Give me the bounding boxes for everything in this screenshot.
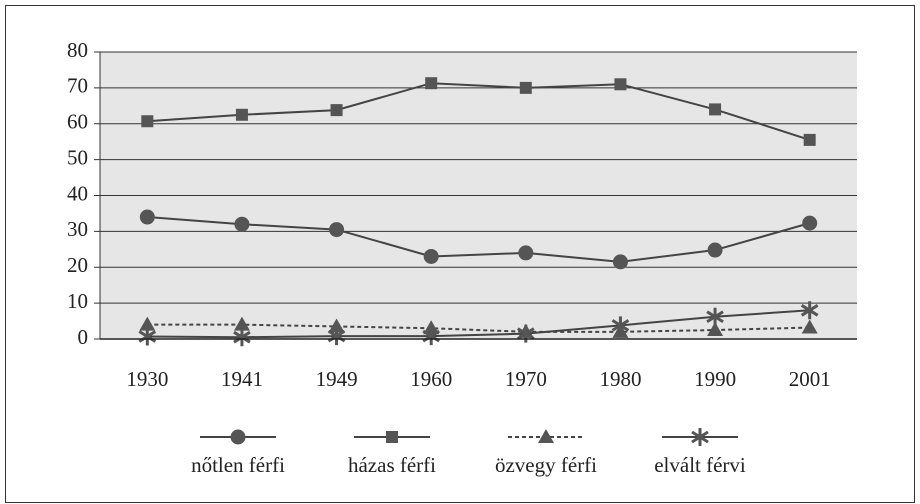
marker bbox=[518, 245, 534, 261]
marker bbox=[233, 328, 251, 347]
marker bbox=[141, 115, 154, 128]
legend-label: özvegy férfi bbox=[495, 453, 597, 477]
marker bbox=[611, 316, 630, 335]
marker-shape bbox=[139, 209, 155, 225]
x-tick-label: 1930 bbox=[126, 367, 168, 391]
x-tick-label: 1970 bbox=[505, 367, 547, 391]
marker-shape bbox=[234, 216, 250, 232]
marker-shape bbox=[800, 301, 819, 320]
marker-shape bbox=[519, 81, 532, 94]
x-tick-label: 1949 bbox=[316, 367, 358, 391]
marker bbox=[800, 301, 819, 320]
marker-shape bbox=[612, 254, 628, 270]
marker bbox=[233, 316, 250, 331]
marker bbox=[386, 431, 398, 443]
marker-shape bbox=[706, 307, 724, 326]
marker-shape bbox=[691, 428, 709, 446]
marker bbox=[329, 222, 345, 238]
y-tick-label: 60 bbox=[67, 110, 88, 134]
marker-shape bbox=[235, 108, 248, 121]
marker-shape bbox=[138, 327, 157, 346]
marker bbox=[138, 327, 157, 346]
series-line bbox=[147, 216, 810, 263]
marker-shape bbox=[425, 77, 438, 90]
marker bbox=[706, 307, 724, 326]
legend-label: nőtlen férfi bbox=[191, 453, 285, 477]
y-tick-label: 80 bbox=[67, 38, 88, 62]
marker bbox=[707, 322, 724, 337]
marker-shape bbox=[139, 316, 156, 331]
marker-shape bbox=[233, 316, 250, 331]
y-tick-label: 30 bbox=[67, 217, 88, 241]
marker-shape bbox=[802, 215, 818, 231]
marker-shape bbox=[328, 318, 345, 333]
marker bbox=[423, 248, 439, 264]
marker bbox=[803, 133, 816, 146]
marker-shape bbox=[329, 222, 345, 238]
marker bbox=[707, 242, 723, 258]
marker bbox=[330, 104, 343, 117]
series-line bbox=[147, 323, 810, 333]
marker-shape bbox=[803, 133, 816, 146]
y-tick-label: 40 bbox=[67, 181, 88, 205]
marker-shape bbox=[386, 431, 398, 443]
marker bbox=[235, 108, 248, 121]
y-tick-label: 20 bbox=[67, 253, 88, 277]
marker-shape bbox=[611, 316, 630, 335]
legend-label: házas férfi bbox=[348, 453, 436, 477]
y-tick-label: 50 bbox=[67, 145, 88, 169]
marker-shape bbox=[801, 319, 818, 334]
marker-shape bbox=[518, 245, 534, 261]
x-tick-label: 1980 bbox=[599, 367, 641, 391]
legend-label: elvált férvi bbox=[654, 453, 746, 477]
series-line bbox=[147, 82, 810, 141]
marker bbox=[230, 429, 246, 445]
y-tick-label: 0 bbox=[78, 325, 89, 349]
x-tick-label: 1960 bbox=[410, 367, 452, 391]
marker-shape bbox=[707, 242, 723, 258]
marker-shape bbox=[614, 78, 627, 91]
marker-shape bbox=[233, 328, 251, 347]
marker bbox=[425, 77, 438, 90]
marker bbox=[709, 103, 722, 116]
marker bbox=[519, 81, 532, 94]
y-tick-label: 70 bbox=[67, 74, 88, 98]
marker-shape bbox=[538, 429, 554, 443]
marker bbox=[691, 428, 709, 446]
marker bbox=[614, 78, 627, 91]
x-tick-label: 2001 bbox=[789, 367, 831, 391]
marker bbox=[612, 254, 628, 270]
marker-shape bbox=[423, 248, 439, 264]
marker bbox=[328, 318, 345, 333]
marker bbox=[139, 209, 155, 225]
marker-shape bbox=[230, 429, 246, 445]
marker-shape bbox=[707, 322, 724, 337]
marker bbox=[139, 316, 156, 331]
marker bbox=[801, 319, 818, 334]
marker bbox=[234, 216, 250, 232]
x-tick-label: 1941 bbox=[221, 367, 263, 391]
marker bbox=[538, 429, 554, 443]
marker-shape bbox=[141, 115, 154, 128]
marker-shape bbox=[709, 103, 722, 116]
marker-shape bbox=[330, 104, 343, 117]
marker bbox=[802, 215, 818, 231]
series-line bbox=[147, 309, 810, 339]
x-tick-label: 1990 bbox=[694, 367, 736, 391]
y-tick-label: 10 bbox=[67, 289, 88, 313]
